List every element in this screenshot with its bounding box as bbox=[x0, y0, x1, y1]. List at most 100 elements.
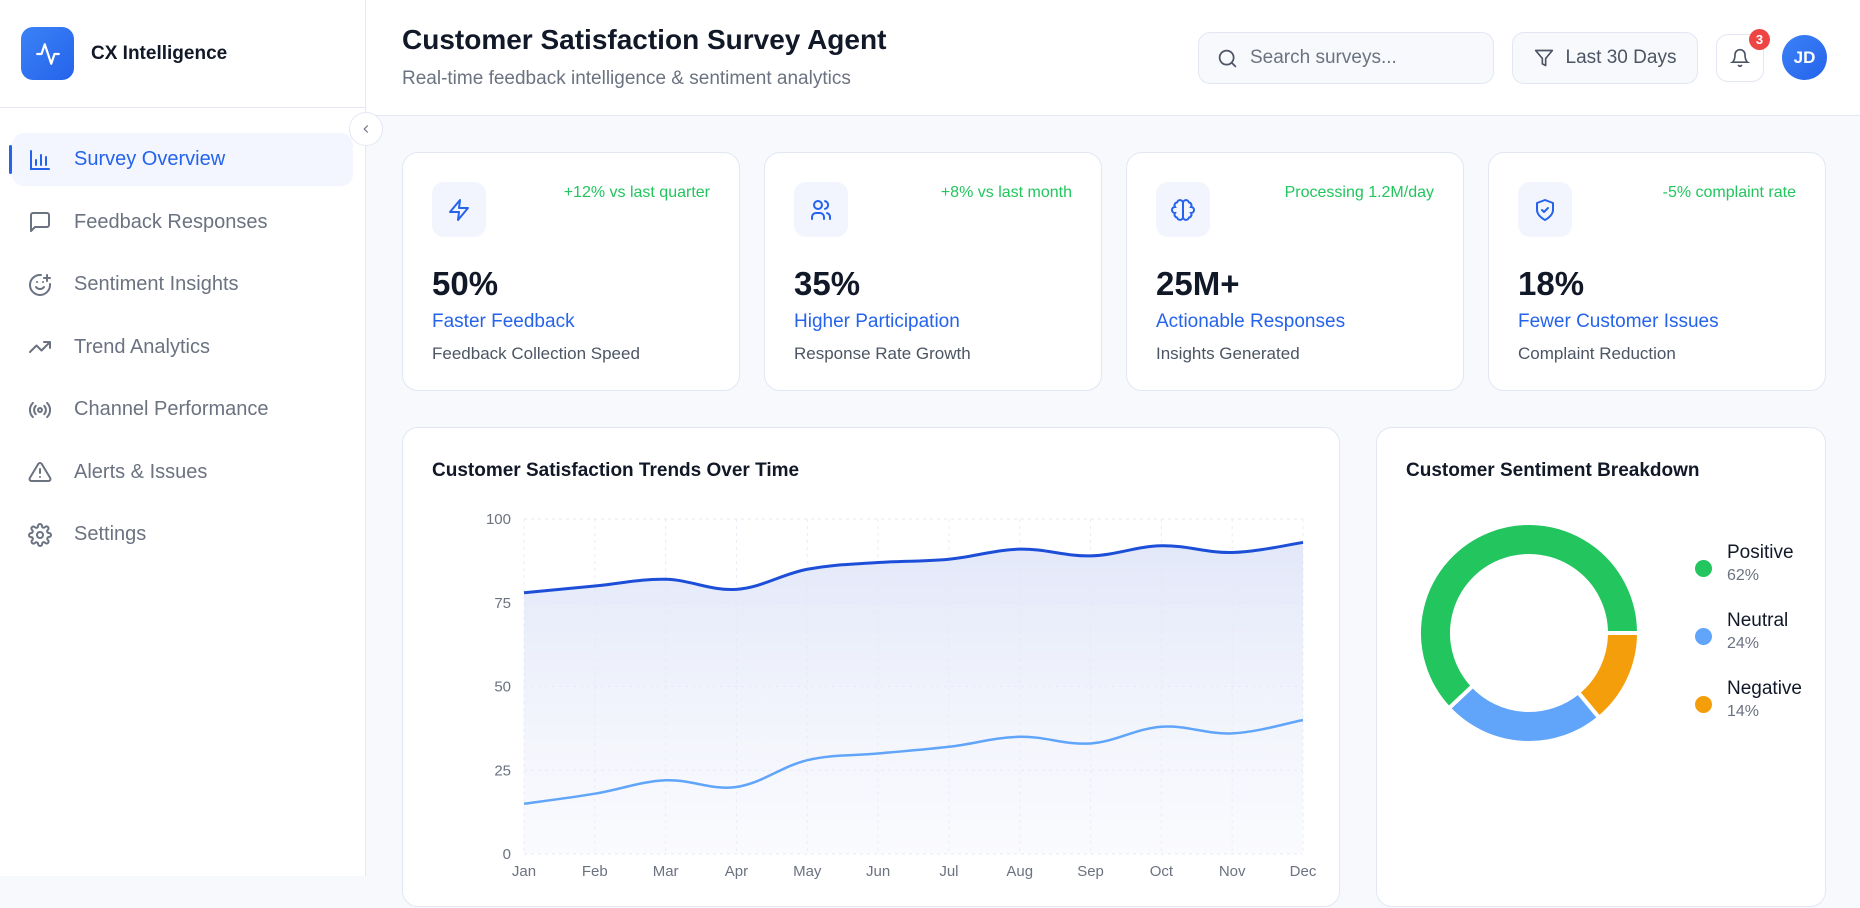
sentiment-panel: Customer Sentiment Breakdown Positive 62%… bbox=[1376, 427, 1826, 907]
stat-trend: +8% vs last month bbox=[940, 184, 1072, 201]
sidebar-item-settings[interactable]: Settings bbox=[12, 508, 353, 561]
sidebar-item-label: Trend Analytics bbox=[74, 335, 210, 358]
y-tick-label: 0 bbox=[503, 846, 511, 863]
x-tick-label: Aug bbox=[1006, 863, 1033, 880]
line-chart: 0 25 50 75 100 Jan Feb Mar Apr May Jun Jul Aug Sep Oct… bbox=[486, 511, 1317, 880]
x-tick-label: Mar bbox=[653, 863, 679, 880]
donut-chart bbox=[1417, 521, 1642, 745]
stat-value: 18% bbox=[1518, 265, 1585, 302]
chart-title: Customer Satisfaction Trends Over Time bbox=[432, 460, 800, 481]
users-icon bbox=[794, 182, 848, 237]
sidebar-item-feedback-responses[interactable]: Feedback Responses bbox=[12, 196, 353, 249]
brand: CX Intelligence bbox=[0, 0, 365, 108]
sidebar-item-survey-overview[interactable]: Survey Overview bbox=[9, 133, 353, 186]
chart-legend: Positive 62% Neutral 24% Negative 14% bbox=[1693, 542, 1802, 746]
activity-icon bbox=[21, 27, 74, 80]
alert-triangle-icon bbox=[28, 461, 52, 482]
sidebar-item-label: Survey Overview bbox=[74, 148, 226, 170]
brain-icon bbox=[1156, 182, 1210, 237]
y-tick-label: 100 bbox=[486, 511, 511, 528]
legend-label: Negative bbox=[1727, 678, 1802, 699]
sidebar-item-channel-performance[interactable]: Channel Performance bbox=[12, 383, 353, 436]
sidebar-item-label: Channel Performance bbox=[74, 398, 269, 420]
donut-slice-positive bbox=[1417, 521, 1642, 712]
chevron-left-icon bbox=[363, 125, 369, 133]
sidebar: CX Intelligence Survey Overview Feedback… bbox=[0, 0, 383, 876]
notifications-button[interactable]: 3 bbox=[1716, 29, 1770, 82]
page-subtitle: Real-time feedback intelligence & sentim… bbox=[402, 68, 851, 89]
page-title: Customer Satisfaction Survey Agent bbox=[402, 24, 887, 55]
legend-item-negative: Negative 14% bbox=[1693, 678, 1802, 746]
gear-icon bbox=[28, 522, 52, 547]
legend-percent: 24% bbox=[1727, 635, 1760, 652]
stat-sublabel: Complaint Reduction bbox=[1518, 344, 1676, 363]
stat-label: Faster Feedback bbox=[432, 311, 575, 332]
x-tick-label: Apr bbox=[725, 863, 748, 880]
search-input[interactable] bbox=[1250, 47, 1480, 69]
stat-sublabel: Insights Generated bbox=[1156, 344, 1300, 363]
stat-card-fewer-issues: -5% complaint rate 18% Fewer Customer Is… bbox=[1488, 152, 1826, 391]
zap-icon bbox=[432, 182, 486, 237]
search-icon bbox=[1218, 49, 1237, 67]
collapse-sidebar-button[interactable] bbox=[349, 112, 383, 146]
legend-percent: 14% bbox=[1727, 703, 1760, 720]
stat-label: Actionable Responses bbox=[1156, 311, 1346, 332]
stat-label: Higher Participation bbox=[794, 311, 960, 332]
y-tick-label: 50 bbox=[494, 679, 511, 696]
date-filter-label: Last 30 Days bbox=[1565, 47, 1677, 68]
date-filter-button[interactable]: Last 30 Days bbox=[1512, 32, 1698, 84]
x-tick-label: Sep bbox=[1077, 863, 1104, 880]
legend-percent: 62% bbox=[1727, 567, 1760, 584]
search-box[interactable] bbox=[1198, 32, 1494, 84]
sidebar-item-label: Feedback Responses bbox=[74, 210, 268, 233]
stat-value: 25M+ bbox=[1156, 265, 1240, 302]
sidebar-item-sentiment-insights[interactable]: Sentiment Insights bbox=[12, 258, 353, 311]
y-tick-label: 25 bbox=[494, 762, 511, 779]
stat-card-faster-feedback: +12% vs last quarter 50% Faster Feedback… bbox=[402, 152, 740, 391]
x-tick-label: May bbox=[793, 863, 822, 880]
sidebar-nav: Survey Overview Feedback Responses Senti… bbox=[9, 133, 353, 571]
header: Customer Satisfaction Survey Agent Real-… bbox=[366, 0, 1860, 116]
stat-sublabel: Response Rate Growth bbox=[794, 344, 971, 363]
stat-sublabel: Feedback Collection Speed bbox=[432, 344, 640, 363]
x-tick-label: Jan bbox=[512, 863, 536, 880]
x-tick-label: Oct bbox=[1150, 863, 1174, 880]
trending-up-icon bbox=[29, 341, 51, 353]
sidebar-item-trend-analytics[interactable]: Trend Analytics bbox=[12, 321, 353, 374]
filter-icon bbox=[1534, 49, 1553, 67]
x-tick-label: Jun bbox=[866, 863, 890, 880]
sidebar-item-alerts-issues[interactable]: Alerts & Issues bbox=[12, 446, 353, 499]
bell-icon bbox=[1730, 48, 1750, 68]
smile-plus-icon bbox=[29, 273, 51, 296]
brand-name: CX Intelligence bbox=[91, 42, 228, 64]
donut-slice-neutral bbox=[1445, 682, 1602, 745]
stat-trend: -5% complaint rate bbox=[1662, 184, 1796, 201]
legend-item-positive: Positive 62% bbox=[1693, 542, 1802, 610]
legend-item-neutral: Neutral 24% bbox=[1693, 610, 1802, 678]
y-tick-label: 75 bbox=[494, 595, 511, 612]
series-area bbox=[524, 542, 1303, 854]
stat-label: Fewer Customer Issues bbox=[1518, 311, 1719, 332]
legend-dot bbox=[1695, 560, 1712, 577]
sidebar-item-label: Settings bbox=[74, 523, 147, 545]
x-tick-label: Jul bbox=[939, 863, 958, 880]
x-tick-label: Dec bbox=[1290, 863, 1317, 880]
stat-value: 50% bbox=[432, 265, 499, 302]
legend-dot bbox=[1695, 696, 1712, 713]
sidebar-item-label: Alerts & Issues bbox=[74, 460, 208, 483]
x-tick-label: Nov bbox=[1219, 863, 1246, 880]
series-line-2 bbox=[523, 718, 1304, 805]
legend-label: Neutral bbox=[1727, 610, 1789, 631]
stat-trend: +12% vs last quarter bbox=[563, 184, 710, 201]
satisfaction-trend-panel: Customer Satisfaction Trends Over Time 0… bbox=[402, 427, 1340, 907]
stat-trend: Processing 1.2M/day bbox=[1284, 184, 1434, 201]
avatar[interactable]: JD bbox=[1782, 35, 1827, 80]
x-tick-label: Feb bbox=[582, 863, 608, 880]
series-line-1 bbox=[523, 540, 1304, 595]
bar-chart-icon bbox=[30, 149, 50, 170]
notification-badge: 3 bbox=[1749, 29, 1770, 50]
shield-check-icon bbox=[1518, 182, 1572, 237]
legend-dot bbox=[1695, 628, 1712, 645]
stat-card-actionable-responses: Processing 1.2M/day 25M+ Actionable Resp… bbox=[1126, 152, 1464, 391]
sidebar-item-label: Sentiment Insights bbox=[74, 273, 239, 295]
